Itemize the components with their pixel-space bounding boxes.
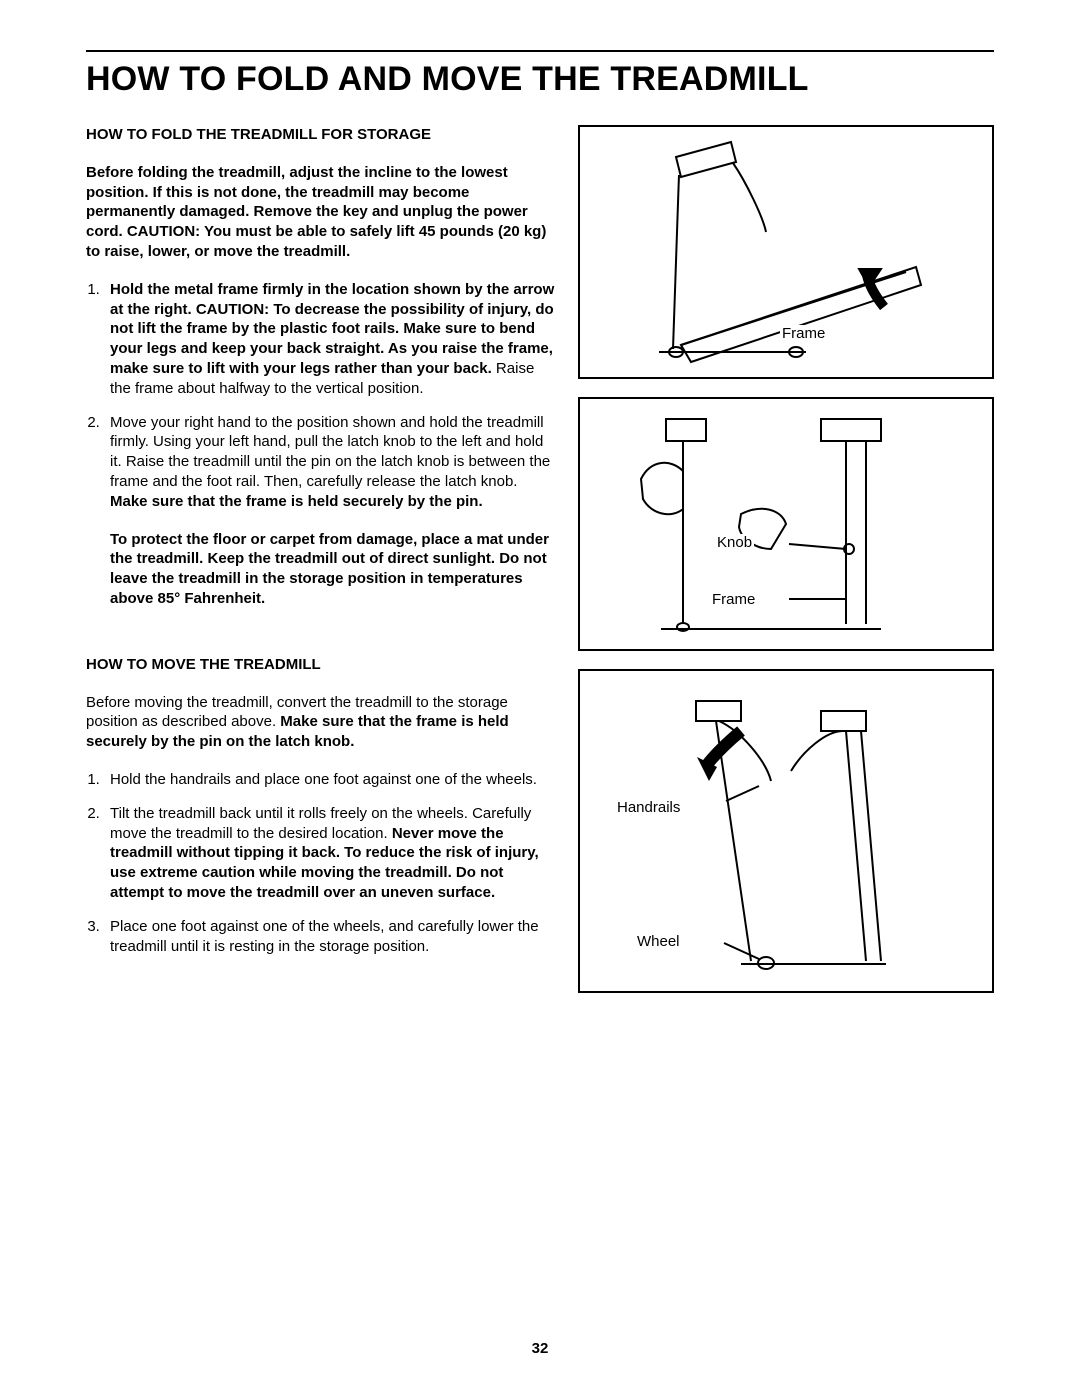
figure-3: Handrails Wheel [578,669,994,993]
left-column: HOW TO FOLD THE TREADMILL FOR STORAGE Be… [86,125,556,993]
fig1-label-frame: Frame [780,325,827,342]
step2-block: To protect the floor or carpet from dama… [110,530,556,609]
section1-step2: Move your right hand to the position sho… [104,413,556,609]
fig2-label-knob: Knob [715,534,754,551]
section2-step3: Place one foot against one of the wheels… [104,917,556,957]
section1-step1: Hold the metal frame firmly in the locat… [104,280,556,399]
fig3-label-handrails: Handrails [615,799,682,816]
figure-1: Frame [578,125,994,379]
step2-part1: Move your right hand to the position sho… [110,414,550,490]
section2-steps: Hold the handrails and place one foot ag… [86,770,556,956]
section1-intro: Before folding the treadmill, adjust the… [86,163,556,262]
section1-steps: Hold the metal frame firmly in the locat… [86,280,556,609]
section1-heading: HOW TO FOLD THE TREADMILL FOR STORAGE [86,125,556,145]
page-number: 32 [0,1340,1080,1357]
page: HOW TO FOLD AND MOVE THE TREADMILL HOW T… [0,0,1080,1397]
section2-heading: HOW TO MOVE THE TREADMILL [86,655,556,675]
section2-intro: Before moving the treadmill, convert the… [86,693,556,752]
top-rule [86,50,994,52]
section2-step1: Hold the handrails and place one foot ag… [104,770,556,790]
columns: HOW TO FOLD THE TREADMILL FOR STORAGE Be… [86,125,994,993]
step2-bold1: Make sure that the frame is held securel… [110,493,483,510]
spacer [86,627,556,655]
fig2-label-frame: Frame [710,591,757,608]
section2-step2: Tilt the treadmill back until it rolls f… [104,804,556,903]
right-column: Frame [578,125,994,993]
treadmill-latch-icon [580,399,992,649]
fig3-label-wheel: Wheel [635,933,682,950]
step1-bold: Hold the metal frame firmly in the locat… [110,281,554,377]
page-title: HOW TO FOLD AND MOVE THE TREADMILL [86,60,994,99]
figure-2: Knob Frame [578,397,994,651]
